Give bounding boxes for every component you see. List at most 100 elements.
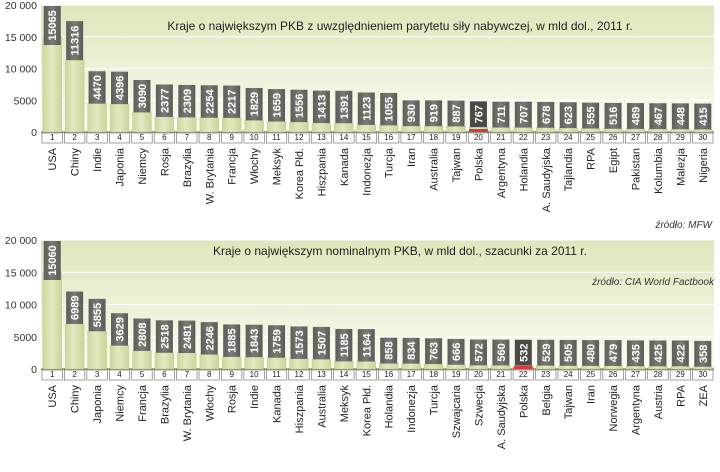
category-label: Polska xyxy=(473,147,485,181)
value-label: 834 xyxy=(406,341,418,360)
rank-box xyxy=(355,369,377,381)
bar xyxy=(244,120,264,133)
rank-box xyxy=(153,369,175,381)
bar xyxy=(558,365,578,370)
bar xyxy=(87,103,107,133)
value-label-box xyxy=(245,87,263,121)
rank-label: 22 xyxy=(519,133,528,142)
category-label: ZEA xyxy=(698,384,710,406)
category-label: A. Saudyjska xyxy=(496,384,508,449)
bar xyxy=(670,366,691,370)
value-label: 479 xyxy=(608,344,620,362)
rank-box xyxy=(310,369,332,381)
rank-box xyxy=(624,369,646,381)
rank-box xyxy=(445,132,467,144)
bar xyxy=(401,363,421,370)
value-label: 767 xyxy=(473,105,485,123)
bar xyxy=(177,352,197,370)
rank-box xyxy=(647,369,669,381)
rank-label: 27 xyxy=(631,133,640,142)
rank-box xyxy=(64,132,86,144)
rank-label: 14 xyxy=(339,133,348,142)
rank-label: 8 xyxy=(207,133,212,142)
rank-label: 10 xyxy=(250,370,259,379)
bar xyxy=(603,128,623,133)
highlight-marker xyxy=(513,366,533,369)
value-label-box xyxy=(290,89,308,123)
rank-label: 30 xyxy=(698,133,707,142)
chart-1: 0 5000 10 000 15 000 20 000 Kraje o największ… xyxy=(5,0,714,231)
value-label: 1185 xyxy=(339,333,351,357)
rank-box xyxy=(310,132,332,144)
rank-box xyxy=(423,369,445,381)
rank-label: 3 xyxy=(95,370,100,379)
rank-label: 4 xyxy=(117,133,122,142)
value-label-box xyxy=(492,101,510,128)
category-label: Francja xyxy=(137,384,149,422)
bar xyxy=(625,365,646,370)
bar xyxy=(423,363,444,370)
rank-box xyxy=(333,369,355,381)
rank-box xyxy=(400,369,422,381)
value-label-box xyxy=(200,85,218,118)
value-label: 467 xyxy=(653,107,665,125)
rank-box xyxy=(131,132,153,144)
bar xyxy=(289,358,309,370)
y-tick-label: 15 000 xyxy=(5,32,37,44)
value-label: 2377 xyxy=(159,88,171,112)
value-label-box xyxy=(245,324,263,358)
rank-box xyxy=(176,132,198,144)
value-label-box xyxy=(582,340,600,366)
value-label-box xyxy=(582,102,600,129)
value-label-box xyxy=(312,90,330,124)
bar xyxy=(42,36,62,133)
value-label-box xyxy=(626,340,644,367)
value-label-box xyxy=(671,103,689,130)
bar xyxy=(468,365,489,370)
category-label: Chiny xyxy=(70,148,82,177)
value-label: 919 xyxy=(429,104,441,122)
rank-label: 1 xyxy=(50,370,55,379)
bar xyxy=(64,323,85,370)
rank-box xyxy=(221,369,243,381)
value-label: 516 xyxy=(608,107,620,125)
bar xyxy=(222,356,242,370)
value-label: 555 xyxy=(586,106,598,124)
value-label: 489 xyxy=(630,107,642,125)
rank-label: 13 xyxy=(317,370,326,379)
value-label: 1391 xyxy=(339,95,351,119)
rank-box xyxy=(288,132,310,144)
bar xyxy=(423,125,444,133)
value-label: 623 xyxy=(563,106,575,124)
y-tick-label: 20 000 xyxy=(5,235,37,247)
rank-box xyxy=(153,132,175,144)
value-label: 2808 xyxy=(137,322,149,346)
value-label-box xyxy=(380,92,398,126)
value-label: 666 xyxy=(451,343,463,361)
rank-label: 23 xyxy=(541,133,550,142)
bar xyxy=(625,128,646,133)
value-label: 3629 xyxy=(115,317,127,341)
value-label-box xyxy=(133,79,151,113)
bar xyxy=(491,127,511,133)
rank-box xyxy=(692,132,714,144)
rank-box xyxy=(669,132,691,144)
rank-box xyxy=(490,132,512,144)
value-label-box xyxy=(469,101,487,128)
category-label: Indonezja xyxy=(406,384,418,433)
value-label: 1843 xyxy=(249,329,261,353)
category-label: Brazylia xyxy=(182,147,194,187)
bar xyxy=(401,125,421,133)
category-label: Korea Płd. xyxy=(361,385,373,436)
rank-label: 28 xyxy=(653,370,662,379)
value-label-box xyxy=(43,6,61,45)
bar xyxy=(289,121,309,133)
rank-label: 24 xyxy=(564,370,573,379)
bar xyxy=(379,125,399,133)
value-label: 6989 xyxy=(70,295,82,319)
rank-box xyxy=(445,369,467,381)
value-label: 4470 xyxy=(92,75,104,99)
value-label-box xyxy=(357,329,375,362)
rank-label: 1 xyxy=(50,133,55,142)
bar xyxy=(154,116,175,133)
